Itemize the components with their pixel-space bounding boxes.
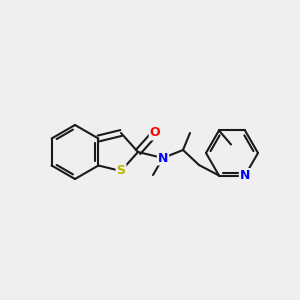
Text: S: S	[116, 164, 125, 178]
Text: N: N	[158, 152, 168, 164]
Text: N: N	[240, 169, 250, 182]
Text: O: O	[150, 127, 160, 140]
